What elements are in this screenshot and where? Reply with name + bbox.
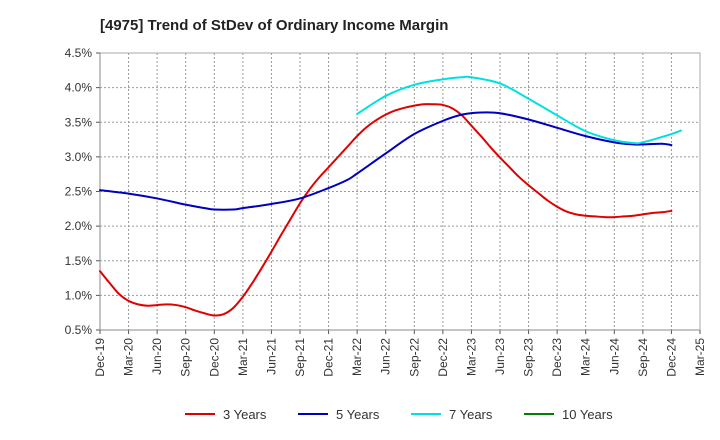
series-line-5-years — [99, 111, 673, 211]
legend-item-7-years: 7 Years — [411, 407, 493, 422]
x-tick-label: Dec-19 — [93, 338, 107, 377]
x-tick-label: Dec-24 — [664, 338, 678, 377]
legend-item-5-years: 5 Years — [298, 407, 380, 422]
x-tick-label: Sep-21 — [293, 338, 307, 377]
x-tick-label: Mar-23 — [464, 338, 478, 376]
y-tick-label: 2.0% — [65, 219, 93, 233]
x-tick-label: Mar-25 — [693, 338, 707, 376]
x-tick-label: Sep-24 — [636, 338, 650, 377]
x-tick-label: Dec-20 — [207, 338, 221, 377]
y-tick-label: 3.5% — [65, 115, 93, 129]
legend-label: 5 Years — [336, 407, 380, 422]
y-tick-label: 4.0% — [65, 81, 93, 95]
x-tick-label: Sep-20 — [179, 338, 193, 377]
x-tick-label: Sep-23 — [522, 338, 536, 377]
legend: 3 Years 5 Years 7 Years 10 Years — [185, 407, 613, 422]
y-tick-label: 2.5% — [65, 185, 93, 199]
y-tick-label: 4.5% — [65, 46, 93, 60]
y-tick-label: 0.5% — [65, 323, 93, 337]
x-tick-label: Mar-24 — [579, 338, 593, 376]
y-tick-label: 3.0% — [65, 150, 93, 164]
series-line-7-years — [356, 75, 682, 145]
x-tick-label: Sep-22 — [407, 338, 421, 377]
x-tick-label: Jun-20 — [150, 338, 164, 375]
x-tick-label: Mar-21 — [236, 338, 250, 376]
x-tick-label: Jun-23 — [493, 338, 507, 375]
legend-label: 7 Years — [449, 407, 493, 422]
series-line-3-years — [99, 103, 673, 317]
chart-title: [4975] Trend of StDev of Ordinary Income… — [100, 17, 448, 34]
x-tick-label: Mar-22 — [350, 338, 364, 376]
x-tick-label: Dec-22 — [436, 338, 450, 377]
legend-item-10-years: 10 Years — [524, 407, 613, 422]
legend-label: 10 Years — [562, 407, 613, 422]
x-tick-label: Jun-24 — [607, 338, 621, 375]
x-tick-label: Mar-20 — [122, 338, 136, 376]
plot-area: 0.5% 1.0% 1.5% 2.0% 2.5% 3.0% 3.5% 4.0% 4.5% Dec-… — [65, 46, 707, 377]
x-tick-label: Jun-22 — [379, 338, 393, 375]
x-tick-label: Dec-21 — [322, 338, 336, 377]
y-tick-label: 1.0% — [65, 288, 93, 302]
legend-label: 3 Years — [223, 407, 267, 422]
x-tick-label: Jun-21 — [264, 338, 278, 375]
y-tick-label: 1.5% — [65, 254, 93, 268]
legend-item-3-years: 3 Years — [185, 407, 267, 422]
x-tick-label: Dec-23 — [550, 338, 564, 377]
